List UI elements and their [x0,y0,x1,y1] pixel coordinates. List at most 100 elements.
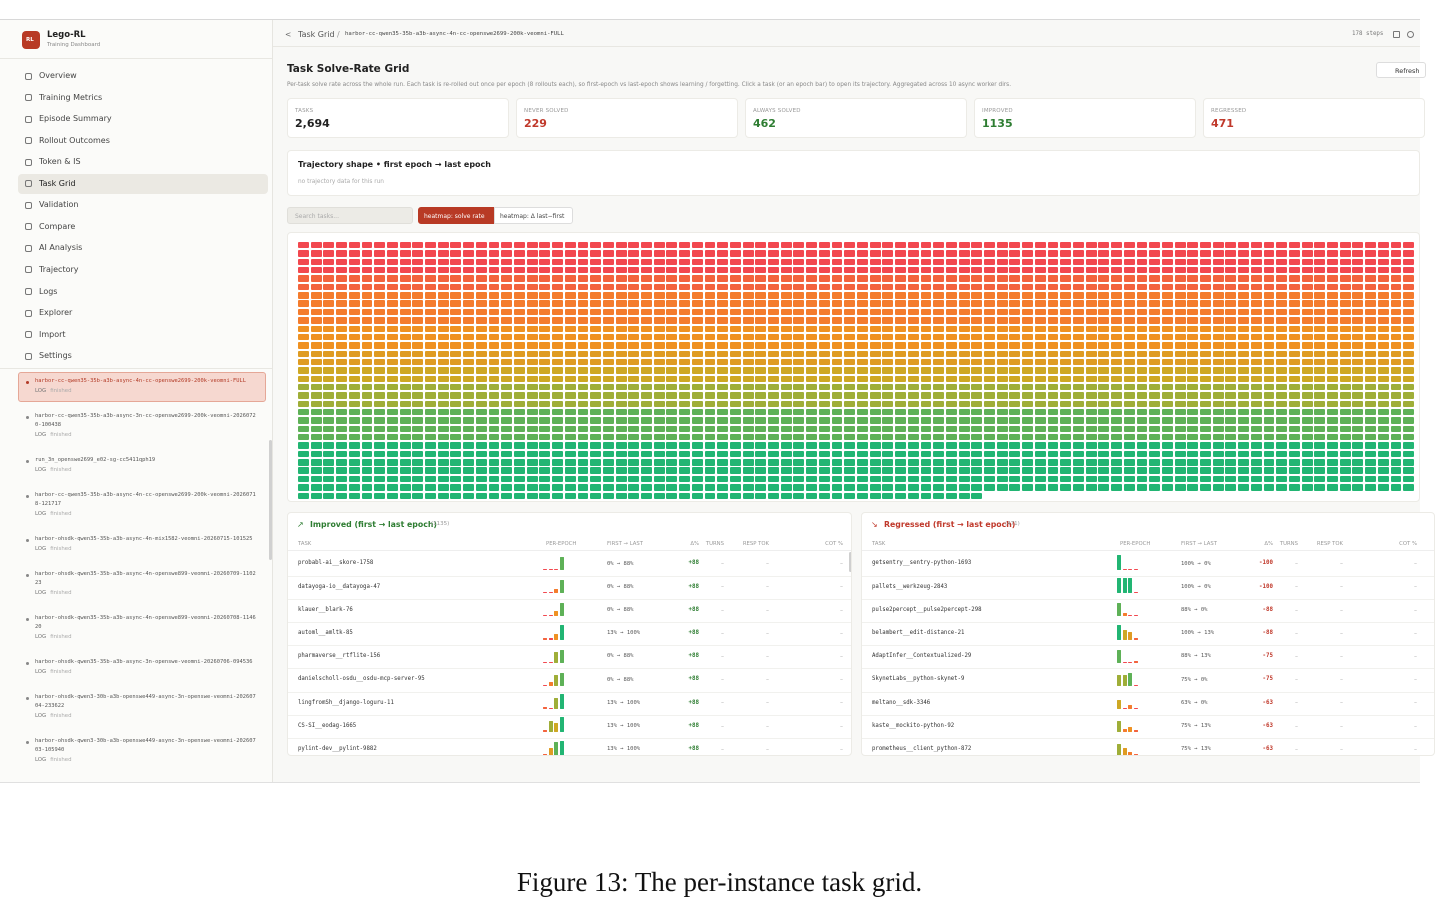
heatmap-cell[interactable] [984,409,995,416]
heatmap-cell[interactable] [1149,434,1161,441]
heatmap-cell[interactable] [1009,400,1021,408]
heatmap-cell[interactable] [1034,350,1046,357]
heatmap-cell[interactable] [412,400,424,408]
heatmap-cell[interactable] [717,425,729,433]
heatmap-cell[interactable] [1390,325,1402,332]
heatmap-cell[interactable] [793,308,805,316]
heatmap-cell[interactable] [907,358,919,366]
heatmap-cell[interactable] [1327,484,1338,491]
heatmap-cell[interactable] [920,250,932,257]
heatmap-cell[interactable] [1288,317,1300,324]
heatmap-cell[interactable] [971,492,983,499]
heatmap-cell[interactable] [501,375,513,383]
heatmap-cell[interactable] [539,392,551,399]
heatmap-cell[interactable] [1034,258,1046,266]
heatmap-cell[interactable] [1060,267,1072,274]
epoch-bar[interactable] [1133,591,1138,594]
heatmap-cell[interactable] [971,250,983,257]
heatmap-cell[interactable] [425,283,436,291]
heatmap-cell[interactable] [958,450,970,458]
heatmap-cell[interactable] [882,317,894,324]
heatmap-cell[interactable] [590,292,602,299]
heatmap-cell[interactable] [1365,258,1377,266]
heatmap-cell[interactable] [729,383,741,391]
heatmap-cell[interactable] [1238,308,1250,316]
heatmap-cell[interactable] [399,275,411,282]
heatmap-cell[interactable] [742,300,754,307]
heatmap-cell[interactable] [920,467,932,474]
heatmap-cell[interactable] [1377,333,1389,341]
heatmap-cell[interactable] [1149,417,1161,424]
epoch-bar[interactable] [554,633,558,640]
heatmap-cell[interactable] [793,367,805,374]
heatmap-cell[interactable] [463,283,475,291]
heatmap-cell[interactable] [1174,317,1186,324]
heatmap-cell[interactable] [1276,283,1288,291]
heatmap-cell[interactable] [1123,434,1135,441]
heatmap-cell[interactable] [907,484,919,491]
nav-item[interactable]: Explorer [39,308,73,318]
heatmap-cell[interactable] [1352,283,1364,291]
heatmap-cell[interactable] [298,275,309,282]
heatmap-cell[interactable] [920,484,932,491]
heatmap-cell[interactable] [1022,392,1034,399]
heatmap-cell[interactable] [717,409,729,416]
heatmap-cell[interactable] [539,283,551,291]
heatmap-cell[interactable] [298,342,309,349]
heatmap-cell[interactable] [1327,300,1338,307]
heatmap-cell[interactable] [895,242,906,249]
heatmap-cell[interactable] [933,484,945,491]
heatmap-cell[interactable] [1034,242,1046,249]
heatmap-cell[interactable] [1085,367,1097,374]
heatmap-cell[interactable] [386,283,398,291]
heatmap-cell[interactable] [844,492,856,499]
heatmap-cell[interactable] [641,417,652,424]
heatmap-cell[interactable] [1327,283,1338,291]
heatmap-cell[interactable] [933,375,945,383]
heatmap-cell[interactable] [818,308,830,316]
heatmap-cell[interactable] [933,292,945,299]
heatmap-cell[interactable] [450,342,462,349]
heatmap-cell[interactable] [1098,267,1110,274]
heatmap-cell[interactable] [412,308,424,316]
heatmap-cell[interactable] [564,492,576,499]
heatmap-cell[interactable] [1250,300,1262,307]
heatmap-cell[interactable] [463,409,475,416]
epoch-bar[interactable] [1133,684,1138,686]
heatmap-cell[interactable] [1352,434,1364,441]
heatmap-cell[interactable] [1403,308,1415,316]
heatmap-cell[interactable] [1238,250,1250,257]
heatmap-cell[interactable] [450,317,462,324]
heatmap-cell[interactable] [933,417,945,424]
heatmap-cell[interactable] [323,358,335,366]
heatmap-cell[interactable] [450,492,462,499]
heatmap-cell[interactable] [1238,425,1250,433]
heatmap-cell[interactable] [945,292,957,299]
heatmap-cell[interactable] [1034,342,1046,349]
heatmap-cell[interactable] [958,484,970,491]
heatmap-cell[interactable] [907,475,919,483]
heatmap-cell[interactable] [1390,300,1402,307]
heatmap-cell[interactable] [704,459,716,466]
heatmap-cell[interactable] [920,375,932,383]
heatmap-cell[interactable] [628,300,640,307]
heatmap-cell[interactable] [1161,333,1173,341]
heatmap-cell[interactable] [1225,325,1237,332]
heatmap-cell[interactable] [691,250,703,257]
heatmap-cell[interactable] [679,267,691,274]
heatmap-cell[interactable] [1072,275,1084,282]
heatmap-cell[interactable] [1327,367,1338,374]
heatmap-cell[interactable] [996,325,1008,332]
heatmap-cell[interactable] [1365,400,1377,408]
heatmap-cell[interactable] [1339,367,1351,374]
heatmap-cell[interactable] [1365,342,1377,349]
heatmap-cell[interactable] [488,317,500,324]
heatmap-toggle[interactable]: heatmap: solve rate [418,207,494,224]
heatmap-cell[interactable] [1136,308,1148,316]
heatmap-cell[interactable] [666,442,678,449]
heatmap-cell[interactable] [374,442,386,449]
heatmap-cell[interactable] [298,375,309,383]
heatmap-cell[interactable] [1187,459,1199,466]
heatmap-cell[interactable] [1390,308,1402,316]
heatmap-cell[interactable] [717,459,729,466]
